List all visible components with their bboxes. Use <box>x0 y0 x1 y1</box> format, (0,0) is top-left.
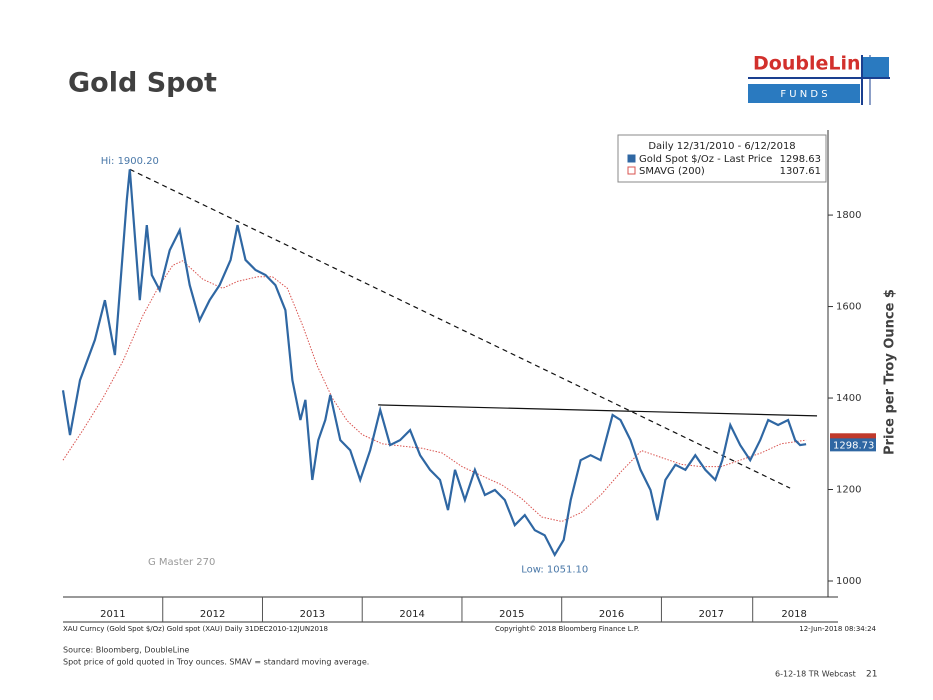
x-tick-label: 2012 <box>200 609 225 620</box>
logo-bar <box>748 84 860 103</box>
footer-left: XAU Curncy (Gold Spot $/Oz) Gold spot (X… <box>63 625 328 633</box>
x-tick-label: 2014 <box>399 609 424 620</box>
trend-line <box>129 168 791 489</box>
legend-label: Gold Spot $/Oz - Last Price <box>639 154 772 165</box>
y-tick-label: 1800 <box>836 210 861 221</box>
footer-right: 12-Jun-2018 08:34:24 <box>799 625 876 633</box>
footer-mid: Copyright© 2018 Bloomberg Finance L.P. <box>495 625 639 633</box>
series-line <box>61 169 807 558</box>
logo-tag: F U N D S <box>780 89 827 100</box>
x-tick-label: 2018 <box>781 609 806 620</box>
legend-value: 1298.63 <box>780 154 821 165</box>
note: Spot price of gold quoted in Troy ounces… <box>63 658 369 667</box>
source: Source: Bloomberg, DoubleLine <box>63 646 189 655</box>
y-tick-label: 1400 <box>836 393 861 404</box>
trend-line <box>378 404 818 417</box>
series-line <box>62 260 807 523</box>
x-tick-label: 2016 <box>599 609 624 620</box>
logo-box <box>863 57 889 77</box>
legend-swatch <box>627 154 636 163</box>
x-tick-label: 2015 <box>499 609 524 620</box>
x-tick-label: 2017 <box>699 609 724 620</box>
slide-title: Gold Spot <box>68 68 217 99</box>
x-tick-label: 2013 <box>300 609 325 620</box>
legend-box <box>617 134 827 183</box>
sma-tag <box>830 433 876 444</box>
page-number: 21 <box>866 670 877 680</box>
price-tag-label: 1298.73 <box>833 440 874 451</box>
legend-value: 1307.61 <box>780 166 821 177</box>
y-tick-label: 1000 <box>836 576 861 587</box>
annotation: Low: 1051.10 <box>521 565 588 576</box>
legend-label: SMAVG (200) <box>639 166 705 177</box>
y-tick-label: 1600 <box>836 302 861 313</box>
event: 6-12-18 TR Webcast <box>775 670 856 679</box>
legend-swatch <box>627 166 636 175</box>
y-tick-label: 1200 <box>836 485 861 496</box>
logo-name: DoubleLine <box>753 53 873 75</box>
y-axis-label: Price per Troy Ounce $ <box>883 289 898 455</box>
x-tick-label: 2011 <box>100 609 125 620</box>
legend-title: Daily 12/31/2010 - 6/12/2018 <box>648 141 795 152</box>
annotation: Hi: 1900.20 <box>101 156 159 167</box>
watermark: G Master 270 <box>148 557 215 568</box>
price-tag <box>830 438 876 452</box>
